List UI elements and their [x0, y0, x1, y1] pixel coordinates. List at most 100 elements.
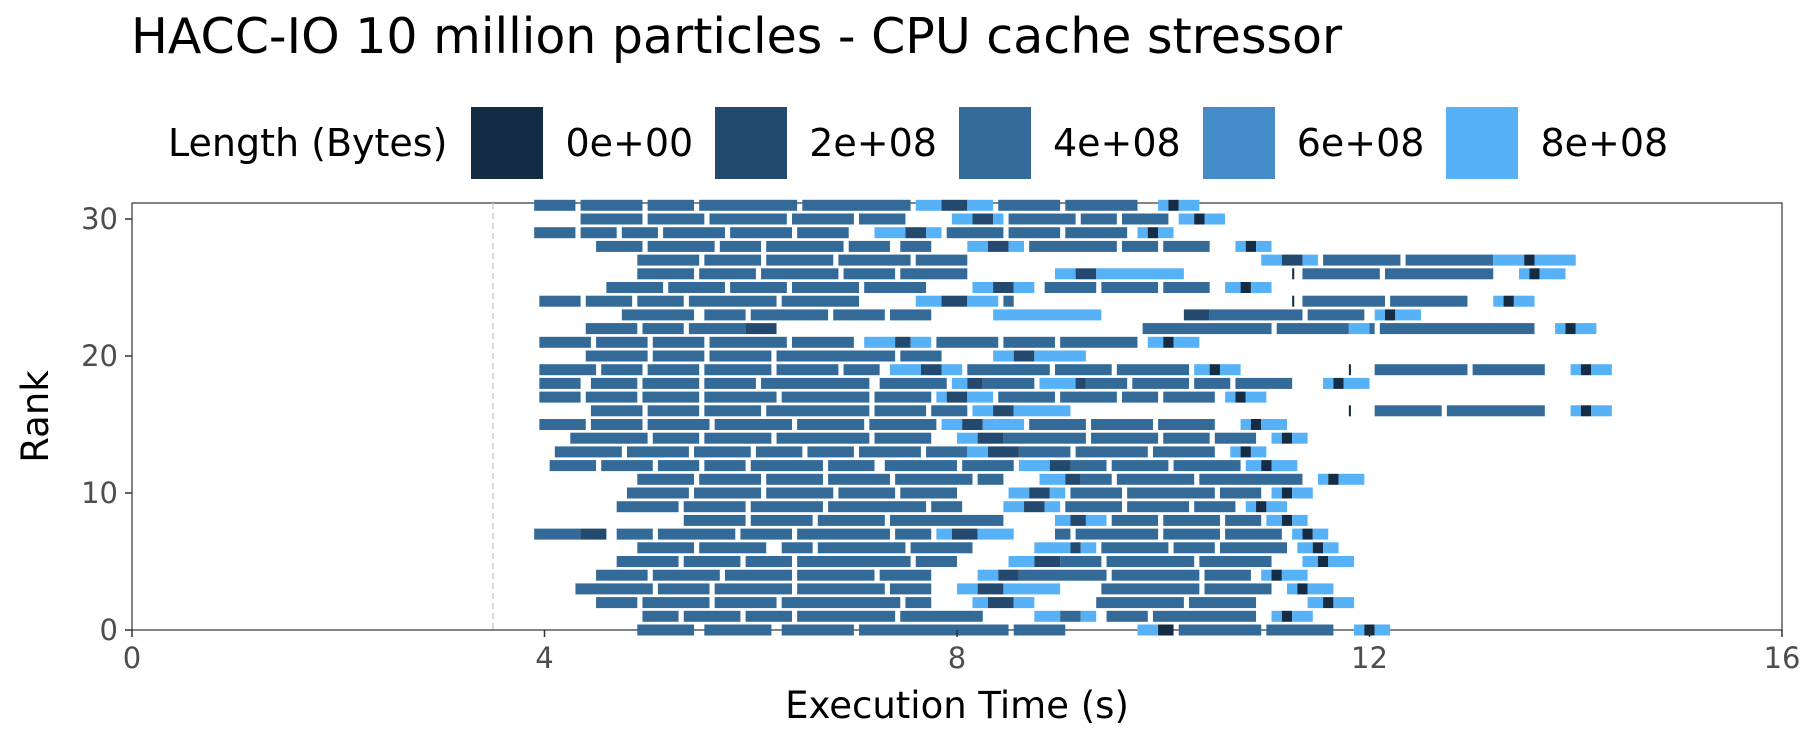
- gantt-bar: [647, 199, 695, 211]
- gantt-bar: [1276, 323, 1349, 335]
- gantt-bar: [1235, 391, 1246, 403]
- gantt-bar: [1147, 227, 1159, 239]
- gantt-bar: [993, 309, 1102, 321]
- gantt-bar: [1122, 391, 1159, 403]
- gantt-bar: [704, 254, 762, 266]
- gantt-bar: [1307, 309, 1365, 321]
- gantt-bar: [1013, 282, 1035, 293]
- gantt-bar: [601, 364, 643, 376]
- gantt-bar: [1158, 624, 1174, 636]
- gantt-bar: [596, 569, 648, 581]
- gantt-bar: [905, 227, 927, 239]
- legend-item: 0e+00: [471, 107, 715, 179]
- y-tick-label: 10: [81, 476, 118, 510]
- gantt-bar: [1302, 254, 1318, 266]
- gantt-bar: [539, 419, 586, 430]
- gantt-bar: [915, 556, 957, 567]
- gantt-bar: [1555, 323, 1566, 335]
- gantt-bar: [1214, 432, 1257, 444]
- gantt-bar: [1379, 323, 1535, 335]
- gantt-bar: [967, 240, 988, 252]
- gantt-bar: [828, 501, 927, 513]
- gantt-bar: [1374, 309, 1385, 321]
- gantt-bar: [570, 432, 648, 444]
- gantt-bar: [957, 583, 978, 595]
- gantt-bar: [1080, 473, 1112, 485]
- gantt-bar: [1323, 597, 1334, 609]
- gantt-bar: [1225, 391, 1236, 403]
- gantt-bar: [1281, 610, 1293, 622]
- gantt-bar: [1075, 268, 1097, 280]
- legend-swatch: [471, 107, 544, 179]
- gantt-bar: [1256, 501, 1267, 513]
- gantt-bar: [601, 460, 653, 472]
- gantt-bar: [895, 473, 973, 485]
- gantt-bar: [889, 309, 932, 321]
- gantt-bar: [766, 487, 834, 499]
- gantt-bar: [1493, 295, 1504, 307]
- gantt-bar: [1570, 364, 1581, 376]
- gantt-bar: [1116, 473, 1195, 485]
- gantt-bar: [647, 240, 715, 252]
- gantt-bar: [781, 391, 870, 403]
- gantt-bar: [910, 542, 973, 554]
- gantt-bar: [616, 501, 679, 513]
- gantt-bar: [1302, 556, 1318, 567]
- gantt-bar: [895, 336, 911, 348]
- gantt-bar: [1116, 364, 1190, 376]
- gantt-bar: [1142, 323, 1272, 335]
- gantt-bar: [843, 268, 896, 280]
- gantt-bar: [1219, 364, 1241, 376]
- gantt-bar: [951, 377, 968, 389]
- gantt-bar: [962, 419, 983, 430]
- gantt-bar: [828, 473, 890, 485]
- gantt-bar: [1446, 405, 1545, 417]
- gantt-bar: [1219, 487, 1262, 499]
- gantt-bar: [1302, 295, 1385, 307]
- gantt-bar: [1096, 597, 1184, 609]
- gantt-bar: [1075, 446, 1148, 458]
- gantt-bar: [1240, 446, 1251, 458]
- gantt-bar: [1374, 364, 1468, 376]
- gantt-bar: [539, 295, 581, 307]
- gantt-bar: [580, 199, 643, 211]
- gantt-bar: [874, 405, 927, 417]
- gantt-bar: [1250, 419, 1262, 430]
- gantt-bar: [1127, 487, 1215, 499]
- gantt-bar: [647, 213, 705, 225]
- gantt-bar: [1080, 542, 1097, 554]
- gantt-bar: [946, 391, 968, 403]
- gantt-bar: [637, 295, 684, 307]
- gantt-bar: [1183, 309, 1210, 321]
- gantt-bar: [874, 432, 932, 444]
- gantt-bar: [1101, 583, 1200, 595]
- gantt-bar: [1152, 446, 1215, 458]
- gantt-bar: [621, 227, 658, 239]
- gantt-bar: [766, 405, 870, 417]
- gantt-bar: [688, 295, 777, 307]
- gantt-bar: [642, 391, 700, 403]
- gantt-bar: [539, 364, 597, 376]
- gantt-bar: [859, 199, 911, 211]
- gantt-bar: [895, 528, 932, 540]
- gantt-bar: [1297, 542, 1313, 554]
- gantt-bar: [1570, 405, 1581, 417]
- gantt-bar: [549, 460, 597, 472]
- gantt-bar: [590, 405, 643, 417]
- gantt-bar: [926, 446, 968, 458]
- gantt-bar: [1054, 268, 1076, 280]
- gantt-bar: [998, 569, 1019, 581]
- gantt-bar: [900, 268, 968, 280]
- gantt-bar: [1591, 364, 1612, 376]
- gantt-bar: [900, 240, 932, 252]
- gantt-bar: [755, 446, 803, 458]
- gantt-bar: [936, 391, 947, 403]
- gantt-bar: [1519, 268, 1530, 280]
- gantt-bar: [1049, 487, 1066, 499]
- gantt-bar: [920, 364, 942, 376]
- gantt-bar: [766, 473, 823, 485]
- gantt-bar: [1390, 295, 1468, 307]
- gantt-bar: [1018, 446, 1071, 458]
- gantt-bar: [957, 432, 978, 444]
